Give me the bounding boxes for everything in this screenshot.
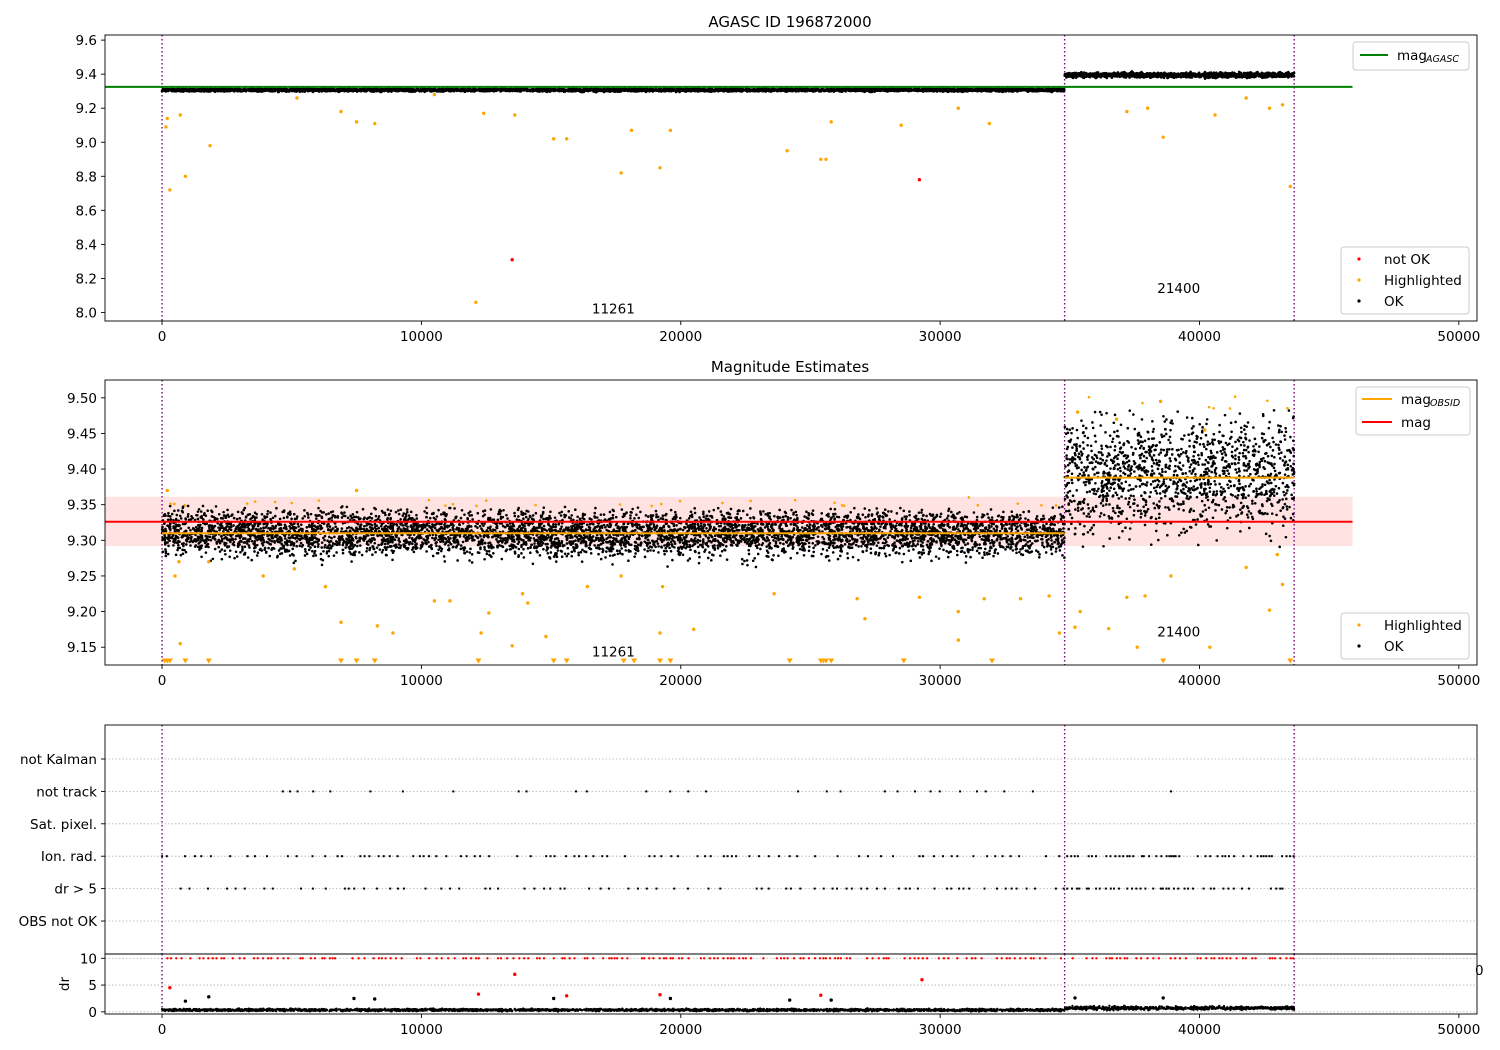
ok-point xyxy=(425,89,428,92)
ok-point xyxy=(835,88,838,92)
ok-point xyxy=(652,89,656,93)
ok-point xyxy=(953,88,957,92)
ok-point xyxy=(365,89,368,92)
ok-point xyxy=(276,90,280,94)
ok-point xyxy=(1030,88,1033,91)
panel-agasc-title: AGASC ID 196872000 xyxy=(708,13,871,31)
ok-point xyxy=(932,90,936,93)
ok-point xyxy=(528,88,532,91)
ok-point xyxy=(596,90,599,93)
ok-point xyxy=(190,89,194,93)
panel-agasc: AGASC ID 196872000 11261214008.08.28.48.… xyxy=(76,13,1481,345)
ok-point xyxy=(913,88,916,92)
ok-point xyxy=(447,89,451,93)
ok-point xyxy=(569,89,573,92)
ok-point xyxy=(526,88,529,91)
ok-point xyxy=(887,89,890,93)
ok-point xyxy=(160,89,164,92)
ok-point xyxy=(593,88,597,92)
ok-point xyxy=(655,88,659,91)
ok-point xyxy=(522,89,525,92)
ok-point xyxy=(342,88,346,91)
ok-point xyxy=(815,88,819,92)
ok-point xyxy=(541,88,545,92)
ok-point xyxy=(730,90,733,93)
ok-point xyxy=(927,87,930,91)
ok-point xyxy=(500,87,504,91)
ok-point xyxy=(599,89,603,93)
ok-point xyxy=(676,89,680,93)
ok-point xyxy=(767,89,770,92)
